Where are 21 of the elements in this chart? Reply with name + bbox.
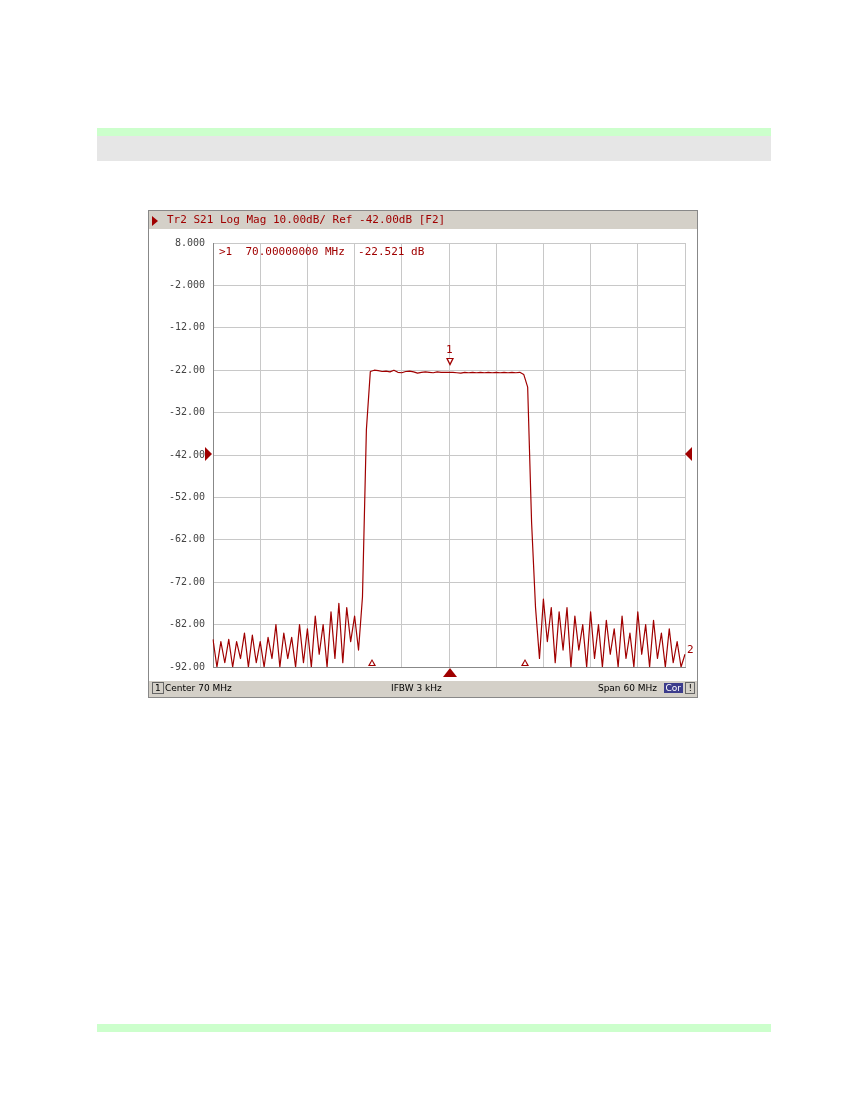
y-tick-label: -72.00	[168, 575, 205, 587]
y-tick-label: -62.00	[168, 533, 205, 545]
y-tick-label: -2.000	[168, 278, 205, 290]
text: !	[685, 682, 695, 694]
text: Center 70 MHz	[165, 683, 232, 693]
annotation: 1	[446, 343, 453, 356]
y-tick-label: -92.00	[168, 660, 205, 672]
text: Cor	[663, 683, 683, 693]
y-tick-label: -32.00	[168, 406, 205, 418]
text: Span 60 MHz	[597, 683, 657, 693]
text: 1	[152, 682, 164, 694]
text: IFBW 3 kHz	[391, 683, 442, 693]
y-tick-label: 8.000	[174, 236, 205, 248]
y-tick-label: -42.00	[168, 448, 205, 460]
y-tick-label: -12.00	[168, 321, 205, 333]
chart-title: Tr2 S21 Log Mag 10.00dB/ Ref -42.00dB [F2]	[167, 213, 446, 226]
y-tick-label: -52.00	[168, 490, 205, 502]
text: 2	[687, 643, 694, 656]
y-tick-label: -82.00	[168, 618, 205, 630]
y-tick-label: -22.00	[168, 363, 205, 375]
annotation: >1 70.00000000 MHz -22.521 dB	[219, 245, 425, 259]
